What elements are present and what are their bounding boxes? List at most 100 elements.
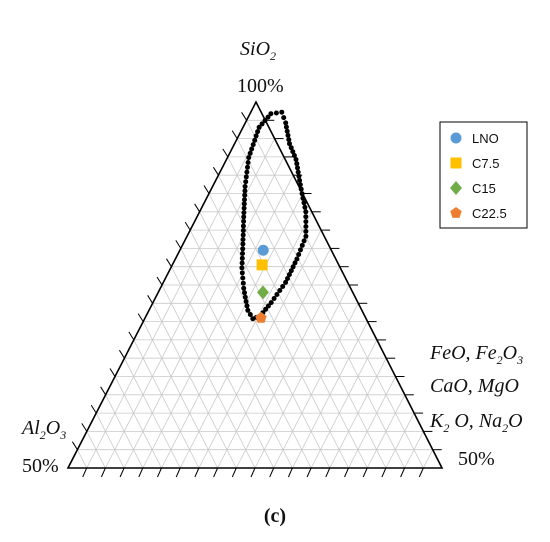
region-dot [240,275,246,281]
apex-top-percent: 100% [237,75,284,97]
legend-label: LNO [472,131,499,146]
grid-line [292,321,368,469]
grid-line [124,358,181,469]
region-dot [241,285,247,291]
bottom-axis-tick [119,467,125,478]
left-axis-tick [212,166,219,176]
region-dot [245,307,251,313]
bottom-axis-tick [157,467,162,478]
region-dot [242,188,248,194]
region-dot [287,141,292,147]
region-dot [297,178,303,183]
bottom-axis-tick [82,467,88,478]
region-dot [288,145,294,151]
left-axis-tick [156,276,163,286]
marker-c22-5 [255,311,267,323]
region-dot [298,186,304,192]
legend-marker-lno [450,132,462,144]
region-dot [273,110,279,116]
bottom-axis-tick [400,467,406,478]
region-dot [294,256,300,262]
grid-line [329,358,387,469]
left-axis-tick [222,148,229,158]
grid-line [152,303,237,469]
grid-line [385,412,415,469]
region-dot [302,204,308,210]
region-dot [303,209,309,215]
grid-line [227,156,387,469]
region-dot [303,233,309,239]
region-dot [279,109,285,115]
region-dot [245,164,250,170]
region-dot [295,165,300,171]
grid-line [142,321,218,469]
region-dot [241,214,247,220]
region-dot [286,137,292,143]
region-dot [299,242,305,248]
region-dot [301,200,307,206]
grid-line [246,120,424,469]
legend-label: C15 [472,181,496,196]
region-dot [296,252,302,257]
grid-line [171,266,275,469]
region-dot [268,300,274,306]
region-dot [242,192,248,198]
apex-left-percent: 50% [22,455,59,477]
grid-line [161,193,303,469]
region-dot [280,284,286,289]
region-dot [299,191,305,197]
region-dot [241,210,247,216]
left-axis-tick [109,368,116,377]
marker-c15 [256,285,269,300]
grid-line [86,431,106,469]
region-dot [244,169,250,175]
bottom-axis-tick [287,467,293,478]
region-dot [240,237,246,242]
region-dot [303,224,309,229]
region-dot [290,264,296,270]
region-dot [274,292,280,297]
legend-marker-c7-5 [450,157,462,169]
bottom-axis-tick [194,467,200,478]
bottom-axis-tick [231,467,237,478]
region-dot [298,247,303,253]
region-dot [246,155,252,161]
region-dot [265,114,271,120]
region-dot [294,161,300,167]
region-dot [303,214,309,220]
region-dot [292,260,298,266]
grid-line [235,266,341,469]
region-dot [303,228,309,234]
legend-label: C7.5 [472,156,499,171]
legend-marker-c22-5 [450,207,462,218]
grid-line [95,412,125,469]
region-dot [268,111,274,117]
region-dot [249,146,255,152]
region-dot [250,142,256,148]
region-dot [297,182,303,188]
grid-line [348,376,396,469]
region-dot [239,265,245,271]
left-axis-tick [184,221,191,231]
region-dot [286,272,292,278]
grid-line [273,303,359,469]
region-dot [241,205,247,211]
grid-line [254,284,350,469]
left-axis-tick [194,203,201,213]
grid-line [114,376,162,469]
grid-line [105,394,144,469]
triangle-frame [66,100,444,469]
region-dot [262,118,268,123]
region-dot [285,132,291,138]
region-dot [242,184,248,189]
grid-line [133,339,200,469]
bottom-axis-tick [175,467,181,478]
left-axis-tick [128,331,135,341]
left-axis-tick [165,258,172,267]
region-dot [252,137,258,143]
region-dot [247,150,253,156]
region-dot [255,129,261,135]
region-dot [242,290,247,296]
region-dot [250,316,256,322]
region-dot [285,276,290,281]
